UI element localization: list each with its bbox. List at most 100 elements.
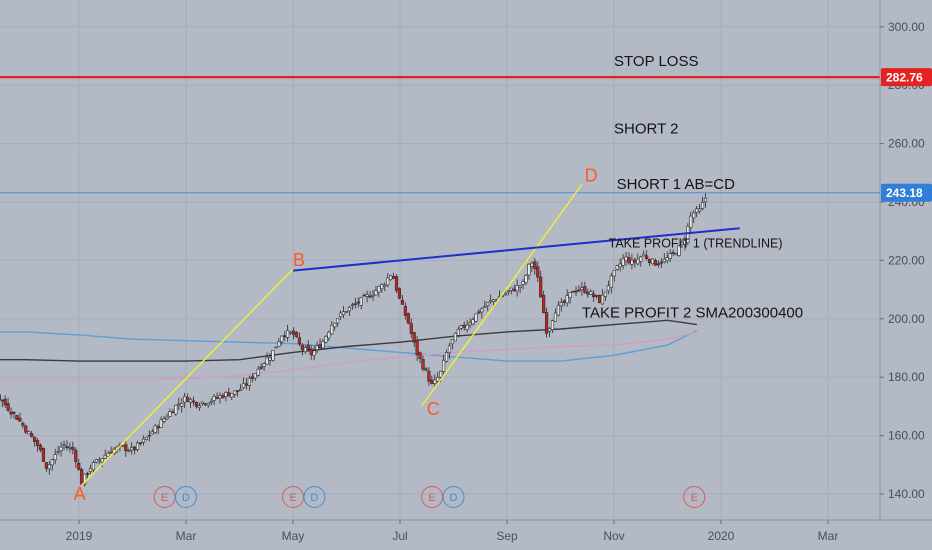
candle-body xyxy=(627,257,631,264)
candle-body xyxy=(424,368,428,371)
event-marker-3[interactable] xyxy=(303,486,326,508)
pattern-lines xyxy=(81,184,740,486)
candle-body xyxy=(465,324,469,330)
candle-body xyxy=(156,426,160,429)
candle-body xyxy=(406,313,410,324)
candle-body xyxy=(703,197,708,203)
candle-body xyxy=(121,445,125,447)
candle-body xyxy=(595,295,599,297)
candle-body xyxy=(433,379,437,384)
candle-body xyxy=(650,258,655,264)
candle-body xyxy=(689,215,693,228)
candle-body xyxy=(471,319,475,325)
price-tag-1 xyxy=(881,183,932,202)
candle-body xyxy=(436,377,440,382)
y-tick-label-1: 160.00 xyxy=(888,429,925,443)
y-axis-panel xyxy=(880,0,932,550)
annotation-1: SHORT 2 xyxy=(614,120,678,137)
candle-body xyxy=(180,402,184,407)
candle-body xyxy=(309,348,313,355)
candle-body xyxy=(686,225,690,243)
candle-body xyxy=(577,289,581,292)
candle-body xyxy=(153,425,157,433)
candle-body xyxy=(303,347,307,353)
candle-body xyxy=(409,323,413,334)
y-tick-label-6: 260.00 xyxy=(888,137,925,151)
candle-body xyxy=(83,473,87,485)
candle-body xyxy=(386,277,390,286)
candle-body xyxy=(421,358,425,370)
candle-body xyxy=(56,451,60,453)
event-letter-1: D xyxy=(182,492,190,504)
point-labels: A B C D xyxy=(74,166,598,504)
candle-body xyxy=(0,394,1,401)
candle-body xyxy=(203,403,207,406)
candle-body xyxy=(365,294,369,297)
candle-body xyxy=(174,404,178,415)
candle-body xyxy=(124,444,128,452)
x-tick-label-4: Sep xyxy=(496,529,518,543)
candle-body xyxy=(427,370,431,382)
candle-body xyxy=(695,208,699,213)
candle-body xyxy=(474,313,478,322)
point-label-c: C xyxy=(427,399,440,419)
candle-body xyxy=(583,286,587,293)
candle-body xyxy=(412,332,416,343)
candle-body xyxy=(268,357,272,361)
x-tick-label-3: Jul xyxy=(392,529,407,543)
candle-body xyxy=(368,295,372,298)
candle-body xyxy=(450,339,455,345)
candle-body xyxy=(197,405,201,408)
candle-body xyxy=(483,306,487,308)
candle-body xyxy=(297,337,302,345)
candle-body xyxy=(415,339,419,355)
event-letter-2: E xyxy=(289,492,296,504)
candle-body xyxy=(44,462,48,469)
candle-body xyxy=(462,324,466,328)
candle-body xyxy=(177,403,181,406)
event-marker-6[interactable] xyxy=(683,486,706,508)
candle-body xyxy=(618,263,622,268)
candle-body xyxy=(300,344,304,350)
price-tags: 282.76 243.18 xyxy=(881,68,932,202)
candle-body xyxy=(227,392,231,397)
candle-body xyxy=(138,442,143,445)
candle-body xyxy=(647,259,652,263)
event-marker-1[interactable] xyxy=(175,486,197,508)
candle-body xyxy=(571,290,575,293)
event-marker-5[interactable] xyxy=(442,486,465,508)
candle-body xyxy=(68,446,72,449)
price-tag-label-1: 243.18 xyxy=(886,186,923,200)
candle-body xyxy=(371,294,375,297)
candle-body xyxy=(656,263,661,266)
candle-body xyxy=(53,454,57,461)
candle-body xyxy=(553,312,558,322)
candle-body xyxy=(442,359,446,372)
candle-body xyxy=(256,368,260,376)
point-label-d: D xyxy=(585,166,598,186)
candle-body xyxy=(633,259,637,263)
candle-body xyxy=(668,253,672,259)
candle-body xyxy=(492,299,496,302)
candle-body xyxy=(556,304,560,316)
candle-body xyxy=(389,275,393,281)
candle-body xyxy=(306,344,310,351)
candle-body xyxy=(400,299,405,305)
candle-body xyxy=(606,285,610,291)
candle-body xyxy=(253,373,257,379)
x-tick-label-7: Mar xyxy=(818,529,839,543)
candle-body xyxy=(15,415,19,420)
candle-body xyxy=(665,257,669,261)
candle-body xyxy=(459,325,463,329)
candle-body xyxy=(0,399,4,402)
candle-body xyxy=(141,438,146,443)
candle-body xyxy=(674,253,678,256)
candle-body xyxy=(171,411,175,414)
candle-body xyxy=(259,366,263,369)
candle-body xyxy=(359,297,363,306)
candle-body xyxy=(518,285,522,288)
candle-body xyxy=(562,300,566,303)
